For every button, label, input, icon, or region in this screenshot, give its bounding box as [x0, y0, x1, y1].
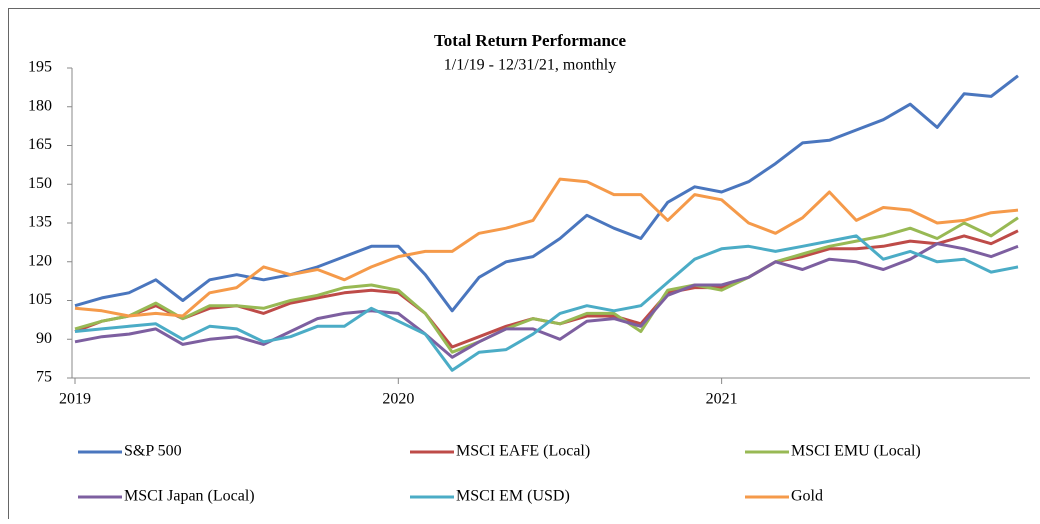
legend-label: MSCI Japan (Local) [124, 488, 255, 505]
legend-label: S&P 500 [124, 443, 182, 460]
legend-label: MSCI EMU (Local) [791, 443, 921, 460]
y-tick-label: 75 [36, 369, 52, 386]
y-tick-label: 120 [28, 252, 52, 269]
legend-label: Gold [791, 488, 823, 505]
y-tick-label: 180 [28, 97, 52, 114]
legend-label: MSCI EAFE (Local) [456, 443, 590, 460]
y-tick-label: 105 [28, 291, 52, 308]
y-tick-label: 90 [36, 330, 52, 347]
x-tick-label: 2019 [59, 391, 91, 408]
y-tick-label: 150 [28, 175, 52, 192]
y-tick-label: 165 [28, 136, 52, 153]
legend-label: MSCI EM (USD) [456, 488, 570, 505]
chart-subtitle: 1/1/19 - 12/31/21, monthly [444, 57, 616, 74]
y-tick-label: 195 [28, 59, 52, 76]
x-tick-label: 2020 [382, 391, 414, 408]
x-tick-label: 2021 [706, 391, 738, 408]
y-tick-label: 135 [28, 214, 52, 231]
chart-title: Total Return Performance [434, 31, 626, 50]
